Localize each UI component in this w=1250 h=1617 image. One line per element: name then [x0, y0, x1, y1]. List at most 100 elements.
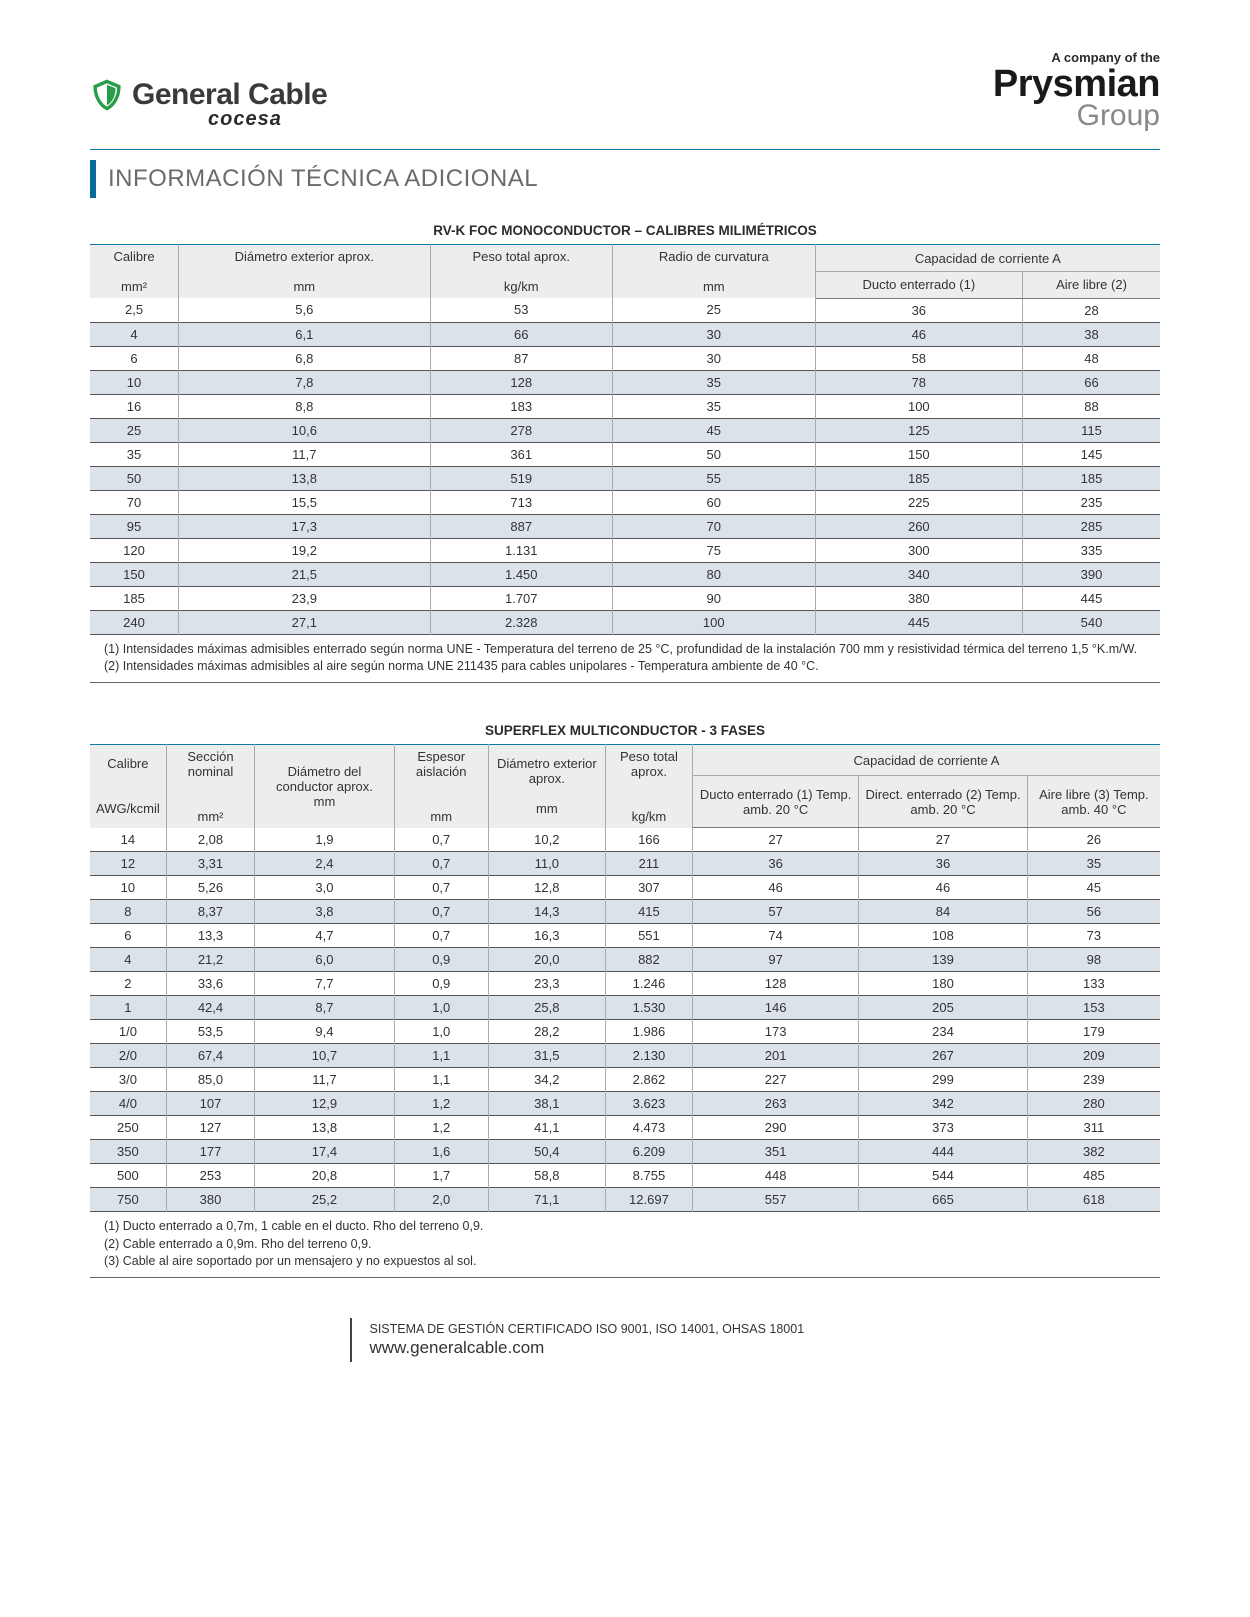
cell: 11,0 [488, 852, 605, 876]
table-row: 46,166304638 [90, 322, 1160, 346]
logo-general-cable: General Cable cocesa [90, 78, 327, 131]
cell: 20,0 [488, 948, 605, 972]
cell: 0,9 [394, 972, 488, 996]
cell: 26 [1027, 828, 1160, 852]
cell: 2.130 [605, 1044, 692, 1068]
table-row: 24027,12.328100445540 [90, 610, 1160, 634]
cell: 38 [1023, 322, 1160, 346]
th: Sección nominalmm² [166, 744, 254, 828]
cell: 38,1 [488, 1092, 605, 1116]
cell: 125 [815, 418, 1022, 442]
th: Peso total aprox.kg/km [430, 245, 612, 299]
cell: 299 [859, 1068, 1027, 1092]
cell: 13,8 [179, 466, 431, 490]
cell: 10 [90, 370, 179, 394]
page-footer: SISTEMA DE GESTIÓN CERTIFICADO ISO 9001,… [90, 1318, 1160, 1362]
cell: 882 [605, 948, 692, 972]
cell: 23,3 [488, 972, 605, 996]
cell: 3,0 [255, 876, 395, 900]
table-row: 7015,571360225235 [90, 490, 1160, 514]
cell: 1,2 [394, 1116, 488, 1140]
cell: 20,8 [255, 1164, 395, 1188]
cell: 300 [815, 538, 1022, 562]
cell: 185 [815, 466, 1022, 490]
cell: 342 [859, 1092, 1027, 1116]
cell: 445 [815, 610, 1022, 634]
cell: 311 [1027, 1116, 1160, 1140]
cell: 205 [859, 996, 1027, 1020]
cell: 33,6 [166, 972, 254, 996]
cell: 34,2 [488, 1068, 605, 1092]
cell: 2,0 [394, 1188, 488, 1212]
table-row: 50025320,81,758,88.755448544485 [90, 1164, 1160, 1188]
cell: 107 [166, 1092, 254, 1116]
cell: 285 [1023, 514, 1160, 538]
th: Radio de curvaturamm [612, 245, 815, 299]
table2-title: SUPERFLEX MULTICONDUCTOR - 3 FASES [90, 723, 1160, 738]
cell: 485 [1027, 1164, 1160, 1188]
cell: 27 [692, 828, 858, 852]
cell: 70 [612, 514, 815, 538]
cell: 50 [90, 466, 179, 490]
cell: 177 [166, 1140, 254, 1164]
cell: 6,1 [179, 322, 431, 346]
brand-sub: cocesa [208, 108, 327, 131]
cell: 448 [692, 1164, 858, 1188]
cell: 139 [859, 948, 1027, 972]
cell: 340 [815, 562, 1022, 586]
cell: 350 [90, 1140, 166, 1164]
cell: 80 [612, 562, 815, 586]
cell: 180 [859, 972, 1027, 996]
cell: 42,4 [166, 996, 254, 1020]
cell: 50,4 [488, 1140, 605, 1164]
cell: 55 [612, 466, 815, 490]
cell: 2 [90, 972, 166, 996]
th: Diámetro exterior aprox.mm [488, 744, 605, 828]
cell: 351 [692, 1140, 858, 1164]
cell: 253 [166, 1164, 254, 1188]
cell: 7,8 [179, 370, 431, 394]
cell: 519 [430, 466, 612, 490]
cell: 90 [612, 586, 815, 610]
cell: 12,8 [488, 876, 605, 900]
th: Calibremm² [90, 245, 179, 299]
cell: 31,5 [488, 1044, 605, 1068]
cell: 67,4 [166, 1044, 254, 1068]
cell: 240 [90, 610, 179, 634]
cell: 0,7 [394, 828, 488, 852]
cell: 11,7 [179, 442, 431, 466]
table-row: 168,81833510088 [90, 394, 1160, 418]
cell: 46 [859, 876, 1027, 900]
cell: 88 [1023, 394, 1160, 418]
cell: 66 [1023, 370, 1160, 394]
cell: 239 [1027, 1068, 1160, 1092]
table-row: 105,263,00,712,8307464645 [90, 876, 1160, 900]
th: Ducto enterrado (1) [815, 271, 1022, 298]
cell: 5,6 [179, 298, 431, 322]
cell: 58,8 [488, 1164, 605, 1188]
table-row: 66,887305848 [90, 346, 1160, 370]
th: Peso total aprox.kg/km [605, 744, 692, 828]
table2: CalibreAWG/kcmil Sección nominalmm² Diám… [90, 744, 1160, 1213]
cell: 10,6 [179, 418, 431, 442]
cell: 260 [815, 514, 1022, 538]
cell: 1,0 [394, 996, 488, 1020]
cell: 25 [90, 418, 179, 442]
cell: 15,5 [179, 490, 431, 514]
cell: 57 [692, 900, 858, 924]
cell: 146 [692, 996, 858, 1020]
cell: 1.131 [430, 538, 612, 562]
table-row: 421,26,00,920,08829713998 [90, 948, 1160, 972]
cell: 1.986 [605, 1020, 692, 1044]
cell: 36 [815, 298, 1022, 322]
cell: 71,1 [488, 1188, 605, 1212]
cell: 25 [612, 298, 815, 322]
table1-body: 2,55,65325362846,16630463866,88730584810… [90, 298, 1160, 634]
cell: 108 [859, 924, 1027, 948]
cell: 150 [90, 562, 179, 586]
table-row: 2510,627845125115 [90, 418, 1160, 442]
cell: 8,8 [179, 394, 431, 418]
cell: 234 [859, 1020, 1027, 1044]
cell: 9,4 [255, 1020, 395, 1044]
cell: 500 [90, 1164, 166, 1188]
